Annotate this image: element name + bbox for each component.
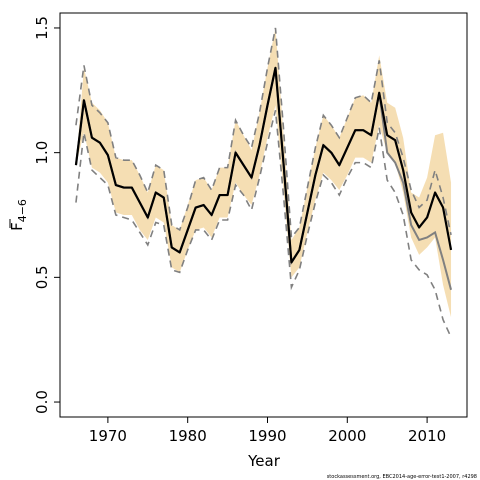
y-tick-label: 0.5	[33, 265, 51, 289]
plot-frame	[59, 12, 468, 418]
estimate-line	[74, 66, 453, 264]
y-axis-title: F4−6	[8, 199, 29, 231]
confidence-band	[75, 27, 452, 318]
y-axis: 0.0 0.5 1.0 1.5	[33, 16, 60, 414]
x-tick-label: 1990	[248, 427, 286, 445]
svg-text:F4−6: F4−6	[8, 199, 29, 231]
y-axis-title-sub: 4−6	[16, 199, 29, 222]
y-tick-label: 1.5	[33, 16, 51, 40]
x-tick-label: 1980	[169, 427, 207, 445]
plot-area	[74, 27, 453, 338]
y-axis-title-base: F	[8, 222, 26, 231]
x-tick-label: 2010	[408, 427, 446, 445]
x-tick-label: 1970	[89, 427, 127, 445]
y-tick-label: 1.0	[33, 141, 51, 165]
x-tick-label: 2000	[328, 427, 366, 445]
y-tick-label: 0.0	[33, 390, 51, 414]
x-axis: 1970 1980 1990 2000 2010	[89, 417, 446, 445]
reference-lower-ci-line	[75, 110, 452, 338]
footer-note: stockassessment.org, EBC2014-age-error-t…	[327, 474, 477, 480]
x-axis-title: Year	[247, 452, 281, 470]
